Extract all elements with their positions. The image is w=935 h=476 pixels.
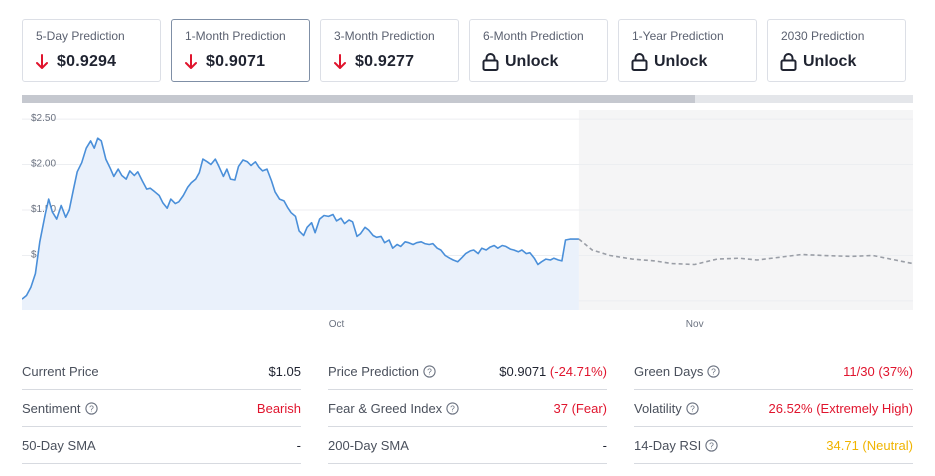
- stat-row-price-prediction: Price Prediction ? $0.9071 (-24.71%): [328, 353, 607, 390]
- svg-text:?: ?: [709, 440, 714, 450]
- card-5-day-prediction[interactable]: 5-Day Prediction $0.9294: [22, 19, 161, 82]
- stat-row-200-day-sma: 200-Day SMA -: [328, 427, 607, 464]
- svg-text:?: ?: [427, 366, 432, 376]
- card-3-month-prediction[interactable]: 3-Month Prediction $0.9277: [320, 19, 459, 82]
- card-price: $0.9277: [355, 53, 415, 70]
- card-label: 1-Month Prediction: [185, 29, 286, 43]
- svg-text:?: ?: [89, 403, 94, 413]
- unlock-label: Unlock: [803, 53, 857, 70]
- stats-column-2: Price Prediction ? $0.9071 (-24.71%) Fea…: [328, 353, 607, 464]
- stat-value: Bearish: [256, 400, 301, 416]
- stat-label: 50-Day SMA: [22, 437, 96, 453]
- card-value: Unlock: [631, 52, 743, 72]
- stat-row-14-day-rsi: 14-Day RSI ? 34.71 (Neutral): [634, 427, 913, 464]
- x-tick-label: Nov: [686, 319, 704, 330]
- info-icon[interactable]: ?: [446, 401, 459, 415]
- stat-row-sentiment: Sentiment ? Bearish: [22, 390, 301, 427]
- svg-text:?: ?: [450, 403, 455, 413]
- stat-label: Volatility: [634, 400, 682, 416]
- svg-text:?: ?: [690, 403, 695, 413]
- stats-column-1: Current Price $1.05 Sentiment ? Bearish …: [22, 353, 301, 464]
- info-icon[interactable]: ?: [84, 401, 98, 415]
- forecast-line: [578, 238, 913, 266]
- card-value: Unlock: [482, 52, 594, 72]
- prediction-cards: 5-Day Prediction $0.9294 1-Month Predict…: [22, 19, 906, 82]
- stat-value: -: [602, 437, 607, 453]
- unlock-label: Unlock: [654, 53, 708, 70]
- stat-value: $0.9071 (-24.71%): [499, 364, 607, 379]
- x-tick-label: Oct: [329, 319, 345, 330]
- stat-row-green-days: Green Days ? 11/30 (37%): [634, 353, 913, 390]
- stats-table: Current Price $1.05 Sentiment ? Bearish …: [22, 353, 913, 464]
- timeline-range-selected[interactable]: [22, 95, 695, 103]
- y-tick-label: $1.50: [31, 204, 56, 215]
- stat-row-50-day-sma: 50-Day SMA -: [22, 427, 301, 464]
- stat-label: Fear & Greed Index: [328, 400, 443, 416]
- stat-label: Current Price: [22, 363, 99, 379]
- card-1-month-prediction[interactable]: 1-Month Prediction $0.9071: [171, 19, 310, 82]
- lock-icon: [482, 53, 500, 71]
- arrow-down-icon: [185, 54, 199, 70]
- stat-value: 37 (Fear): [553, 400, 607, 416]
- card-value: $0.9071: [185, 52, 296, 72]
- unlock-label: Unlock: [505, 53, 559, 70]
- info-icon[interactable]: ?: [707, 364, 721, 378]
- timeline-range-bar[interactable]: [22, 95, 913, 103]
- stat-row-fear-greed-index: Fear & Greed Index ? 37 (Fear): [328, 390, 607, 427]
- stat-row-current-price: Current Price $1.05: [22, 353, 301, 390]
- stat-value: $1.05: [268, 363, 301, 379]
- stat-label: Sentiment: [22, 400, 81, 416]
- history-area: [22, 138, 579, 310]
- stat-value: 34.71 (Neutral): [826, 437, 913, 453]
- card-price: $0.9071: [206, 53, 266, 70]
- card-value: $0.9277: [334, 52, 445, 72]
- card-label: 2030 Prediction: [781, 29, 865, 43]
- stat-value: 11/30 (37%): [843, 363, 913, 379]
- card-2030-prediction[interactable]: 2030 Prediction Unlock: [767, 19, 906, 82]
- info-icon[interactable]: ?: [705, 438, 718, 452]
- stat-value: -: [296, 437, 301, 453]
- card-1-year-prediction[interactable]: 1-Year Prediction Unlock: [618, 19, 757, 82]
- info-icon[interactable]: ?: [423, 364, 436, 378]
- arrow-down-icon: [36, 54, 50, 70]
- predicted-price: $0.9071: [499, 363, 547, 379]
- svg-text:?: ?: [712, 366, 717, 376]
- card-price: $0.9294: [57, 53, 117, 70]
- y-tick-label: $2.50: [31, 113, 56, 124]
- card-value: Unlock: [780, 52, 892, 72]
- card-value: $0.9294: [36, 52, 147, 72]
- stat-label: 200-Day SMA: [328, 437, 409, 453]
- y-tick-label: $2.00: [31, 159, 56, 170]
- card-6-month-prediction[interactable]: 6-Month Prediction Unlock: [469, 19, 608, 82]
- card-label: 5-Day Prediction: [36, 29, 125, 43]
- stat-label: Green Days: [634, 363, 704, 379]
- arrow-down-icon: [334, 54, 348, 70]
- stat-value: 26.52% (Extremely High): [768, 400, 914, 416]
- stat-row-volatility: Volatility ? 26.52% (Extremely High): [634, 390, 913, 427]
- card-label: 1-Year Prediction: [632, 29, 724, 43]
- card-label: 6-Month Prediction: [483, 29, 584, 43]
- stats-column-3: Green Days ? 11/30 (37%) Volatility ? 26…: [634, 353, 913, 464]
- lock-icon: [631, 53, 649, 71]
- stat-label: Price Prediction: [328, 363, 420, 379]
- price-prediction-chart: $2.50$2.00$1.50$1.00$0.5000OctNov: [22, 110, 913, 330]
- stat-label: 14-Day RSI: [634, 437, 702, 453]
- predicted-change: (-24.71%): [549, 363, 607, 379]
- info-icon[interactable]: ?: [686, 401, 699, 415]
- lock-icon: [780, 53, 798, 71]
- card-label: 3-Month Prediction: [334, 29, 435, 43]
- history-line: [22, 137, 579, 300]
